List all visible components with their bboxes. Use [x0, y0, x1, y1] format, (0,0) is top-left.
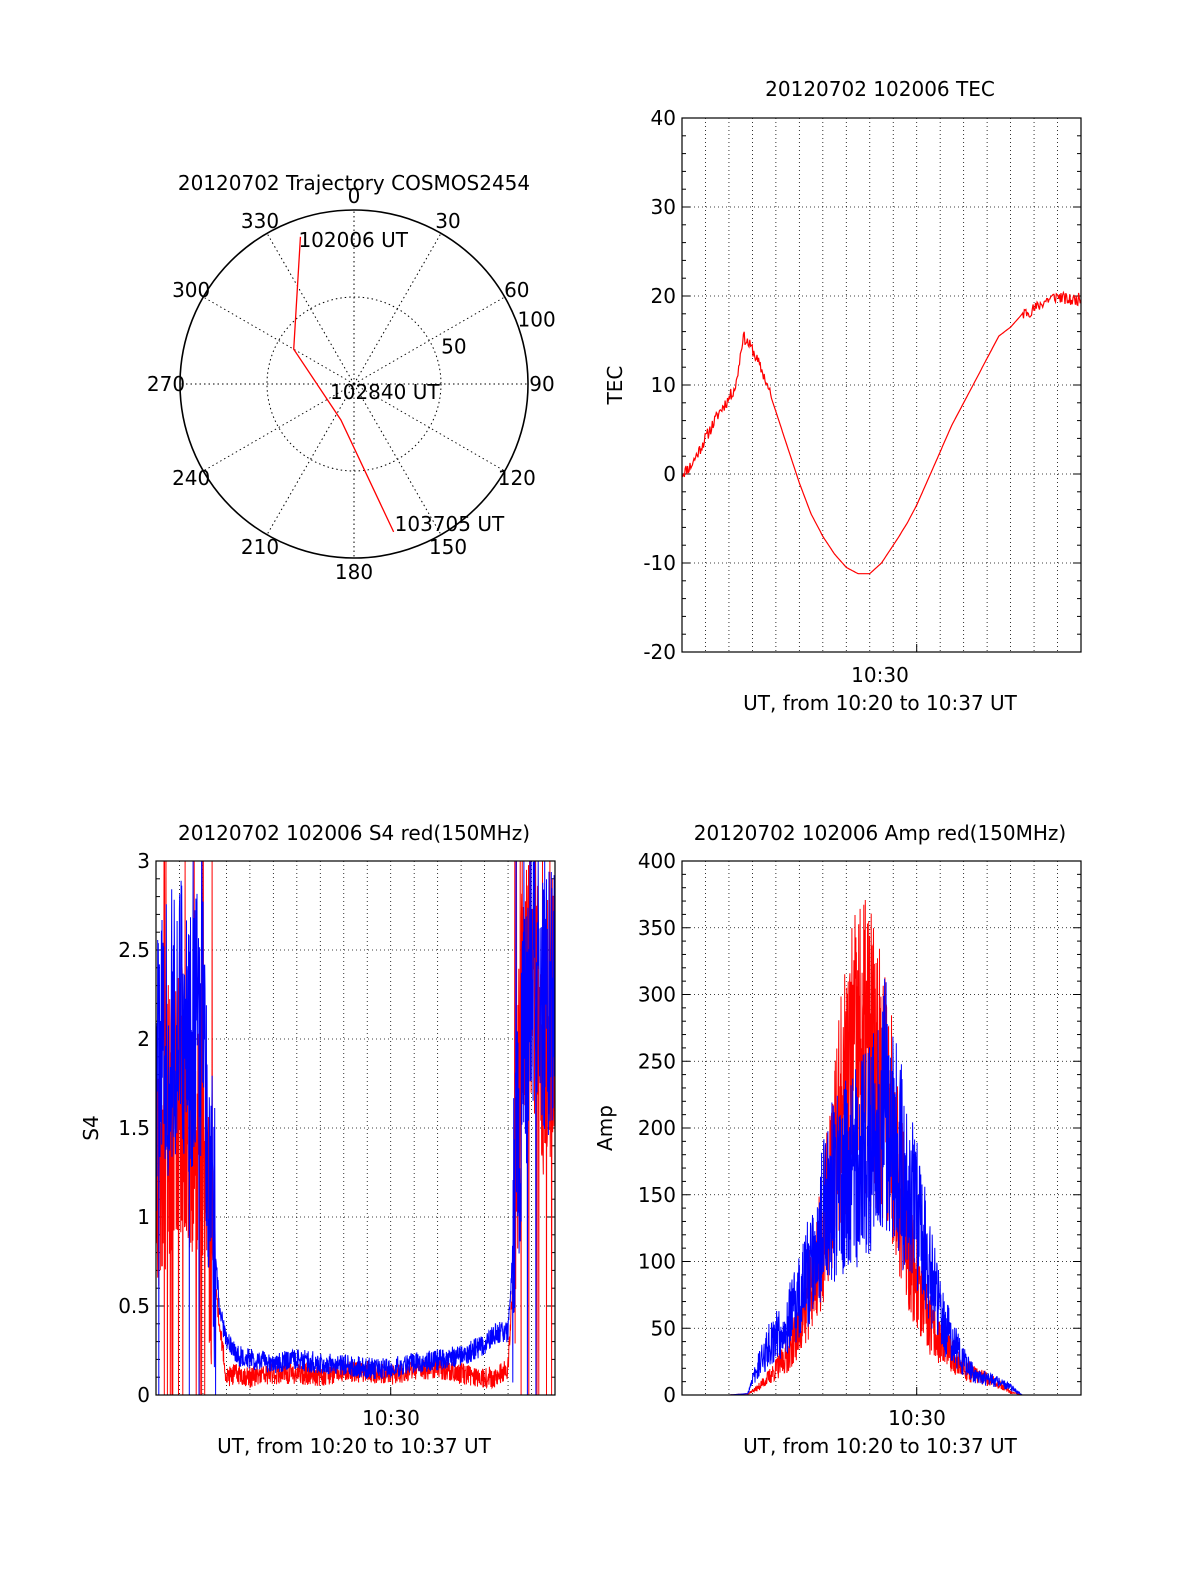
- trajectory-time-label: 102840 UT: [330, 380, 440, 404]
- y-tick-label: 0: [663, 462, 676, 486]
- y-tick-label: 300: [638, 983, 676, 1007]
- y-tick-label: 0: [663, 1383, 676, 1407]
- tec-grid: [682, 117, 1081, 653]
- y-tick-label: 250: [638, 1049, 676, 1073]
- polar-angle-tick-label: 150: [429, 535, 467, 559]
- s4-plot-frame: [155, 860, 556, 1396]
- polar-angle-tick-label: 60: [504, 278, 529, 302]
- s4-title: 20120702 102006 S4 red(150MHz): [178, 821, 530, 845]
- s4-y-tick-labels: 0 0.5 1 1.5 2 2.5 3: [118, 849, 150, 1407]
- series-line-1: [682, 899, 1081, 1396]
- y-tick-label: 400: [638, 849, 676, 873]
- amp-plot-frame: [681, 860, 1082, 1396]
- polar-angle-tick-label: 90: [529, 372, 554, 396]
- polar-grid: [179, 209, 529, 559]
- y-tick-label: 2: [137, 1027, 150, 1051]
- y-tick-label: 350: [638, 916, 676, 940]
- series-line-2: [155, 860, 556, 1396]
- amp-x-axis-label: UT, from 10:20 to 10:37 UT: [743, 1434, 1018, 1458]
- y-tick-label: -10: [643, 551, 676, 575]
- polar-angle-tick-label: 0: [348, 184, 361, 208]
- polar-spoke: [353, 383, 442, 535]
- polar-spoke: [353, 233, 442, 385]
- y-tick-label: 20: [651, 284, 676, 308]
- polar-angle-tick-label: 210: [241, 535, 279, 559]
- polar-angle-tick-label: 270: [147, 372, 185, 396]
- trajectory-labels: 102006 UT 102840 UT 103705 UT: [298, 228, 505, 536]
- y-tick-label: 40: [651, 106, 676, 130]
- amp-y-axis-label: Amp: [593, 1105, 617, 1151]
- y-tick-label: 1: [137, 1205, 150, 1229]
- polar-spoke: [203, 383, 355, 472]
- y-tick-label: 0: [137, 1383, 150, 1407]
- polar-spoke: [353, 383, 505, 472]
- amp-x-tick-label: 10:30: [888, 1406, 946, 1430]
- amp-panel: 20120702 102006 Amp red(150MHz) 0 50 100 15…: [593, 821, 1082, 1458]
- s4-series: [155, 860, 556, 1396]
- polar-outer-circle: [179, 209, 529, 559]
- y-tick-label: 2.5: [118, 938, 150, 962]
- polar-trajectory-panel: 20120702 Trajectory COSMOS2454 0 30 60 90 12…: [147, 171, 556, 584]
- polar-spoke: [266, 233, 355, 385]
- y-tick-label: 30: [651, 195, 676, 219]
- series-line-2: [682, 978, 1081, 1396]
- polar-title: 20120702 Trajectory COSMOS2454: [178, 171, 530, 195]
- s4-panel: 20120702 102006 S4 red(150MHz) 0 0.5 1 1.5 2…: [79, 821, 556, 1458]
- y-tick-label: 1.5: [118, 1116, 150, 1140]
- y-tick-label: 0.5: [118, 1294, 150, 1318]
- series-line-1: [155, 860, 556, 1396]
- y-tick-label: 150: [638, 1183, 676, 1207]
- tec-title: 20120702 102006 TEC: [765, 77, 995, 101]
- polar-radial-tick-label: 50: [441, 335, 466, 359]
- polar-angle-tick-label: 180: [335, 560, 373, 584]
- polar-spoke: [203, 296, 355, 385]
- trajectory: [293, 236, 395, 533]
- s4-x-axis-label: UT, from 10:20 to 10:37 UT: [217, 1434, 492, 1458]
- y-tick-label: -20: [643, 640, 676, 664]
- y-tick-label: 100: [638, 1250, 676, 1274]
- polar-angle-tick-label: 300: [172, 278, 210, 302]
- polar-spoke: [353, 296, 505, 385]
- tec-y-axis-label: TEC: [603, 366, 627, 406]
- y-tick-label: 200: [638, 1116, 676, 1140]
- trajectory-time-label: 103705 UT: [395, 512, 505, 536]
- amp-series: [682, 899, 1081, 1396]
- tec-panel: 20120702 102006 TEC -20 -10 0 10 20 30 40 10:3…: [603, 77, 1082, 715]
- polar-radial-tick-label: 100: [518, 308, 556, 332]
- tec-y-tick-labels: -20 -10 0 10 20 30 40: [643, 106, 676, 664]
- y-tick-label: 50: [651, 1316, 676, 1340]
- trajectory-line: [293, 236, 395, 533]
- tec-series: [681, 290, 1082, 575]
- y-tick-label: 10: [651, 373, 676, 397]
- polar-radial-labels: 50 100: [441, 308, 556, 359]
- polar-angle-tick-label: 240: [172, 466, 210, 490]
- polar-angle-labels: 0 30 60 90 120 150 180 210 240 270 300 330: [147, 184, 555, 584]
- tec-x-axis-label: UT, from 10:20 to 10:37 UT: [743, 691, 1018, 715]
- tec-plot-frame: [681, 117, 1082, 653]
- s4-x-tick-label: 10:30: [362, 1406, 420, 1430]
- polar-angle-tick-label: 120: [498, 466, 536, 490]
- trajectory-time-label: 102006 UT: [298, 228, 408, 252]
- polar-spoke: [266, 383, 355, 535]
- y-tick-label: 3: [137, 849, 150, 873]
- polar-angle-tick-label: 30: [435, 209, 460, 233]
- amp-title: 20120702 102006 Amp red(150MHz): [694, 821, 1066, 845]
- series-line-1: [681, 290, 1082, 575]
- polar-angle-tick-label: 330: [241, 209, 279, 233]
- amp-y-tick-labels: 0 50 100 150 200 250 300 350 400: [638, 849, 676, 1407]
- s4-y-axis-label: S4: [79, 1115, 103, 1140]
- tec-x-tick-label: 10:30: [851, 663, 909, 687]
